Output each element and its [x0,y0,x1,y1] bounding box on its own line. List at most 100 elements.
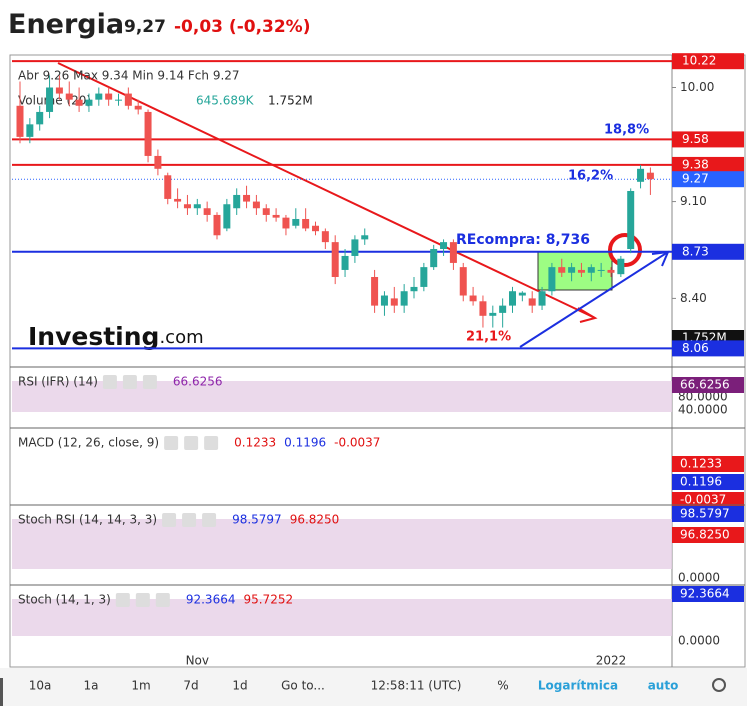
header: Energia 9,27 -0,03 (-0,32%) [0,0,747,55]
annotation: 16,2% [568,169,613,184]
trend-line [519,251,669,348]
candle-body [65,93,73,100]
candle-body [124,93,132,106]
toolbar-button[interactable]: % [497,679,508,693]
candle-body [617,258,625,275]
candle-body [183,204,191,209]
toolbar-button[interactable]: 12:58:11 (UTC) [371,679,462,693]
panel-readout: 66.6256 [173,375,223,389]
candle-body [16,105,24,137]
panel-label: Stoch (14, 1, 3) [18,593,111,607]
trend-line [57,62,596,319]
candle-body [134,105,142,110]
candle-body [282,217,290,229]
panel-button[interactable] [182,513,197,527]
candle-body [509,291,516,306]
frame [9,54,746,668]
candle-body [568,267,576,273]
candle-body [144,111,152,156]
price-tag-label: 9.27 [682,172,709,186]
candle-body [85,99,93,106]
price-tag [672,340,744,357]
panel-band [12,381,672,412]
annotation: 18,8% [604,123,649,138]
candle-body [646,172,654,180]
panel-readout: 0.1196 [284,436,326,450]
panel-button[interactable] [115,593,130,607]
toolbar-button[interactable]: 1d [232,679,247,693]
panel-button[interactable] [135,593,150,607]
panel-button[interactable] [122,375,137,389]
panel-readout: 0.1233 [234,436,276,450]
candle-body [459,267,467,296]
panel-button[interactable] [142,375,157,389]
price-tag-label: 8.06 [682,341,709,355]
toolbar-button[interactable]: 1a [84,679,99,693]
toolbar-button[interactable]: Go to... [281,679,325,693]
toolbar-button[interactable]: Logarítmica [538,679,618,693]
candle-body [223,204,231,229]
candle-body [637,168,645,182]
candle-body [597,269,605,271]
y-tick-label: 10.00 [680,80,714,94]
candle-body [174,198,182,202]
price-tag-label: 9.58 [682,132,709,146]
panel-tag-label: 0.1233 [680,457,722,471]
candle-body [154,155,162,169]
toolbar-button[interactable]: 7d [183,679,198,693]
toolbar-button[interactable]: 1m [131,679,150,693]
candle-body [548,267,556,292]
arrow-head [577,307,598,323]
candle-body [302,218,310,229]
candle-body [46,87,54,112]
candle-body [489,312,497,316]
volume-value: 1.752M [268,94,313,108]
panel-band [12,599,672,636]
panel-button[interactable] [202,513,217,527]
panel-tag [672,456,744,472]
candle-body [371,276,379,306]
panel-tag-label: 0.1196 [680,475,722,489]
panel-tag-label: 66.6256 [680,378,730,392]
candle-body [430,249,438,268]
candle-body [479,301,487,316]
panel-readout: 98.5797 [232,513,282,527]
panel-axis-label: 0.0000 [678,634,720,648]
candle-body [380,295,388,306]
panel-button[interactable] [164,436,179,450]
panel-label: Stoch RSI (14, 14, 3, 3) [18,513,157,527]
panel-button[interactable] [162,513,177,527]
panel-axis-label: 40.0000 [678,403,728,417]
toolbar-button[interactable]: 10a [29,679,52,693]
panel-button[interactable] [184,436,199,450]
price-tag [672,53,744,70]
panel-tag [672,377,744,393]
toolbar [0,668,747,706]
title: Energia [8,9,125,40]
toolbar-button[interactable]: auto [648,679,679,693]
settings-button[interactable] [712,678,726,692]
candle-body [75,99,83,106]
volume-legend: Volume (20) [18,94,91,108]
candle-body [440,242,448,250]
panel-label: MACD (12, 26, close, 9) [18,436,159,450]
panel-button[interactable] [155,593,170,607]
candle-body [233,194,241,209]
panel-button[interactable] [102,375,117,389]
candle-body [243,194,251,202]
candle-body [410,286,418,292]
panel-tag-label: 98.5797 [680,507,730,521]
candle-body [538,291,546,306]
candle-body [420,267,428,287]
candle-body [36,111,44,125]
candle-body [499,305,507,313]
panel-tag [672,506,744,522]
highlight-circle [608,233,642,267]
panel-button[interactable] [204,436,219,450]
candle-body [95,93,103,100]
x-tick-label: 2022 [596,654,627,668]
candle-body [55,87,63,94]
price-tag [672,171,744,188]
